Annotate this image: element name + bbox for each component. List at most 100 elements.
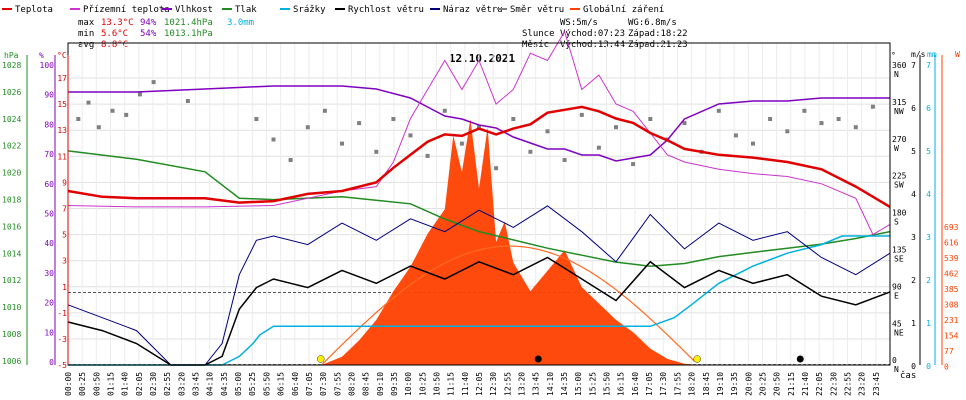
ms-tick: 6 bbox=[911, 104, 916, 113]
dir-tick: 360 bbox=[892, 61, 907, 70]
wind-direction-point bbox=[802, 108, 807, 113]
sunset-marker bbox=[693, 355, 701, 363]
rain-line bbox=[68, 235, 890, 366]
stats-temp: 5.6°C bbox=[101, 29, 128, 39]
x-tick: 05:00 bbox=[234, 372, 243, 396]
plot-area bbox=[67, 30, 891, 366]
wind-direction-point bbox=[562, 158, 567, 162]
w-tick: 616 bbox=[944, 239, 959, 248]
x-tick: 20:25 bbox=[758, 372, 767, 396]
w-tick: 0 bbox=[944, 363, 949, 372]
pct-tick: 100 bbox=[40, 61, 55, 70]
x-tick: 05:25 bbox=[248, 372, 257, 396]
x-tick: 20:00 bbox=[744, 372, 753, 396]
wind-direction-point bbox=[322, 108, 327, 113]
wind-direction-point bbox=[374, 149, 379, 154]
wind-direction-point bbox=[271, 137, 276, 142]
x-tick: 11:15 bbox=[447, 372, 456, 396]
temp-tick: -3 bbox=[57, 335, 67, 344]
pct-tick: 30 bbox=[44, 269, 54, 278]
x-tick: 02:30 bbox=[149, 372, 158, 396]
mm-tick: 7 bbox=[926, 61, 931, 70]
x-tick: 14:35 bbox=[560, 372, 569, 396]
dir-label: NW bbox=[894, 107, 904, 116]
temp-tick: 9 bbox=[62, 178, 67, 187]
wind-gust-line bbox=[67, 205, 891, 366]
stats-pressure: 1013.1hPa bbox=[164, 29, 213, 39]
hpa-tick: 1028 bbox=[2, 61, 21, 70]
temp-tick: 5 bbox=[62, 231, 67, 240]
wind-direction-point bbox=[305, 125, 310, 130]
dir-label: SW bbox=[894, 181, 904, 190]
moonset-info: Západ:21:23 bbox=[628, 40, 688, 50]
wind-direction-point bbox=[357, 121, 362, 126]
wind-direction-point bbox=[648, 117, 653, 121]
x-tick: 12:30 bbox=[489, 372, 498, 396]
temperature-line bbox=[67, 105, 891, 208]
stats-label: max bbox=[78, 18, 95, 28]
dir-label: N bbox=[894, 70, 899, 79]
ms-tick: 0 bbox=[911, 362, 916, 371]
legend: Teplota Přízemní teplota Vlhkost Tlak Srážky… bbox=[2, 5, 664, 15]
x-tick: 17:05 bbox=[645, 372, 654, 396]
x-tick: 08:20 bbox=[347, 372, 356, 396]
wind-direction-point bbox=[459, 141, 464, 146]
mm-tick: 1 bbox=[926, 319, 931, 328]
legend-label: Tlak bbox=[235, 5, 257, 15]
x-tick: 03:45 bbox=[192, 372, 201, 396]
w-tick: 462 bbox=[944, 270, 959, 279]
dir-unit: ° bbox=[891, 51, 896, 60]
x-tick: 02:05 bbox=[135, 372, 144, 396]
x-tick: 22:30 bbox=[829, 372, 838, 396]
x-tick: 16:40 bbox=[631, 372, 640, 396]
wind-direction-point bbox=[511, 117, 516, 121]
legend-label: Směr větru bbox=[510, 5, 564, 15]
wind-direction-point bbox=[545, 129, 550, 134]
sunrise-info: Východ:07:23 bbox=[560, 29, 625, 39]
wind-direction-point bbox=[614, 125, 618, 130]
hpa-tick: 1020 bbox=[2, 169, 21, 178]
ms-tick: 3 bbox=[911, 233, 916, 242]
x-tick: 00:50 bbox=[92, 372, 101, 396]
pct-tick: 90 bbox=[44, 91, 54, 100]
x-tick: 12:55 bbox=[503, 372, 512, 396]
x-tick: 13:45 bbox=[532, 372, 541, 396]
legend-label: Srážky bbox=[293, 5, 326, 15]
wind-speed-info: WS:5m/s bbox=[560, 18, 598, 28]
wind-direction-point bbox=[836, 117, 841, 121]
temp-tick: 3 bbox=[62, 257, 67, 266]
hpa-tick: 1006 bbox=[2, 357, 21, 366]
wind-direction-point bbox=[494, 166, 499, 171]
w-tick: 154 bbox=[944, 332, 959, 341]
x-tick: 11:40 bbox=[461, 372, 470, 396]
hpa-tick: 1008 bbox=[2, 330, 21, 339]
wind-direction-point bbox=[528, 149, 533, 154]
radiation-area bbox=[321, 119, 699, 365]
dir-tick: 0 bbox=[892, 356, 897, 365]
temp-tick: 1 bbox=[62, 283, 67, 292]
ms-unit: m/s bbox=[911, 50, 926, 59]
mm-tick: 6 bbox=[926, 104, 931, 113]
wind-direction-point bbox=[596, 145, 601, 150]
x-tick: 19:35 bbox=[730, 372, 739, 396]
x-tick: 22:55 bbox=[843, 372, 852, 396]
ms-tick: 2 bbox=[911, 276, 916, 285]
x-tick: 14:10 bbox=[546, 372, 555, 396]
hpa-tick: 1014 bbox=[2, 249, 21, 258]
w-unit: W bbox=[955, 50, 960, 59]
mm-tick: 4 bbox=[926, 190, 931, 199]
x-tick: 15:00 bbox=[574, 372, 583, 396]
stats-humidity: 54% bbox=[140, 29, 157, 39]
w-tick: 77 bbox=[944, 347, 954, 356]
wind-gust-info: WG:6.8m/s bbox=[628, 18, 677, 28]
dir-label: E bbox=[894, 291, 899, 300]
wind-direction-point bbox=[425, 153, 430, 158]
wind-direction-point bbox=[391, 117, 396, 121]
wind-direction-point bbox=[185, 99, 190, 103]
w-tick: 539 bbox=[944, 254, 959, 263]
temp-tick: 7 bbox=[62, 205, 67, 214]
stats-temp: 8.8°C bbox=[101, 40, 128, 50]
wind-direction-point bbox=[124, 112, 129, 117]
x-tick: 10:50 bbox=[432, 372, 441, 396]
